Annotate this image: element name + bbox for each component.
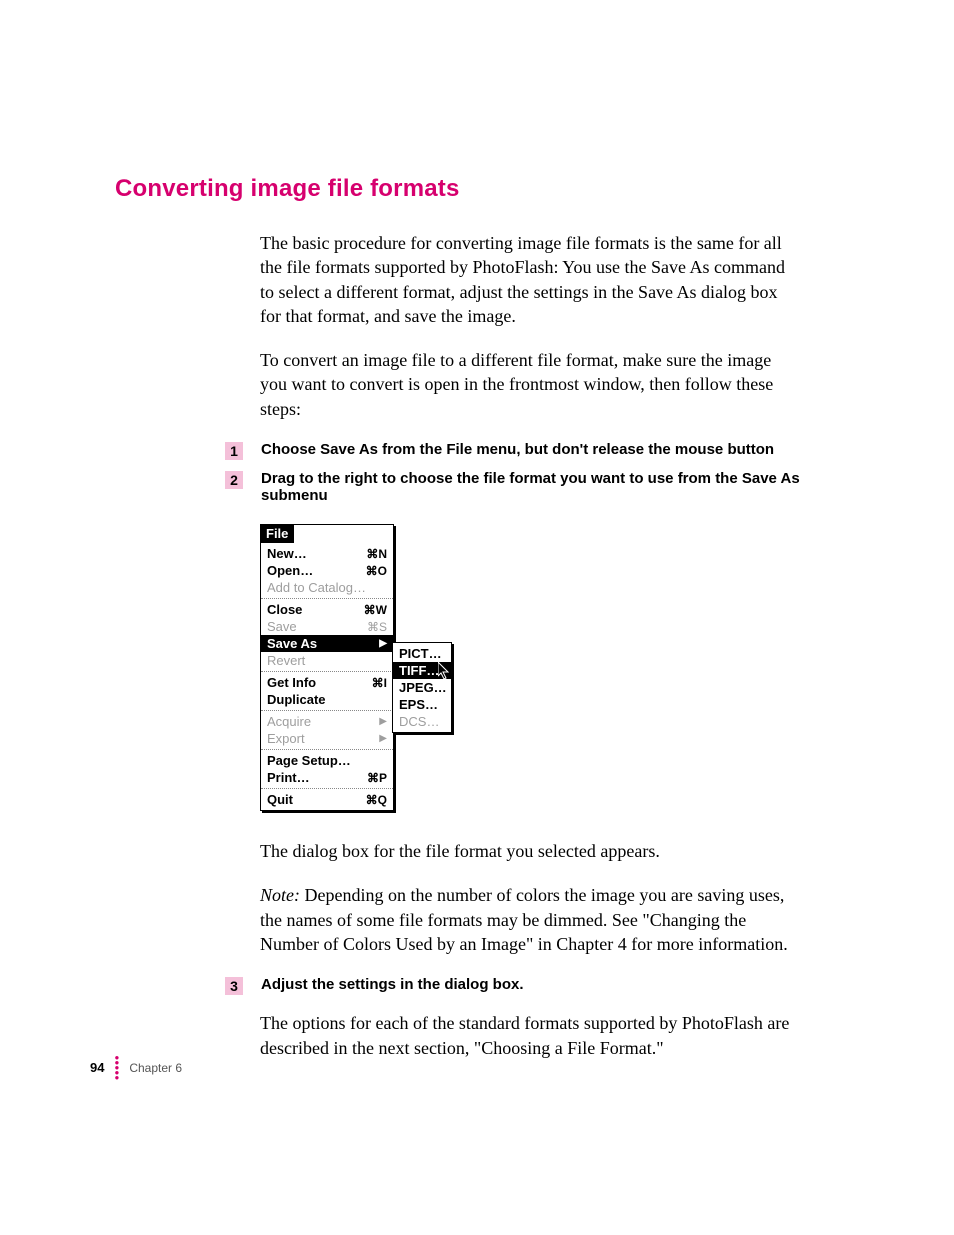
submenu-item-tiff[interactable]: TIFF…: [393, 662, 451, 679]
submenu-item-dcs: DCS…: [393, 713, 451, 730]
step-2-number: 2: [225, 471, 243, 489]
menu-section-2: Close ⌘W Save ⌘S Save As ▶ Revert: [261, 599, 393, 672]
menu-item-new[interactable]: New… ⌘N: [261, 545, 393, 562]
menu-item-page-setup[interactable]: Page Setup…: [261, 752, 393, 769]
file-menu-title: File: [260, 524, 294, 543]
file-menu: File New… ⌘N Open… ⌘O Add to Catalog… Cl…: [260, 524, 394, 811]
step-2-text: Drag to the right to choose the file for…: [261, 470, 821, 504]
step-1-number: 1: [225, 442, 243, 460]
step-3-number: 3: [225, 977, 243, 995]
menu-item-acquire: Acquire ▶: [261, 713, 393, 730]
submenu-item-pict[interactable]: PICT…: [393, 645, 451, 662]
page-footer: 94 ●●●●● Chapter 6: [90, 1055, 182, 1080]
section-heading: Converting image file formats: [115, 175, 829, 203]
save-as-submenu: PICT… TIFF… JPEG… EPS… DCS…: [392, 642, 452, 733]
menu-item-revert: Revert: [261, 652, 393, 669]
submenu-item-jpeg[interactable]: JPEG…: [393, 679, 451, 696]
menu-section-6: Quit ⌘Q: [261, 789, 393, 810]
paragraph-after-step3: The options for each of the standard for…: [260, 1011, 800, 1060]
submenu-item-eps[interactable]: EPS…: [393, 696, 451, 713]
chapter-label: Chapter 6: [129, 1061, 182, 1075]
menu-section-5: Page Setup… Print… ⌘P: [261, 750, 393, 789]
file-menu-screenshot: File New… ⌘N Open… ⌘O Add to Catalog… Cl…: [260, 524, 460, 811]
note-text: Depending on the number of colors the im…: [260, 885, 788, 954]
intro-paragraph-2: To convert an image file to a different …: [260, 348, 800, 421]
step-1: 1 Choose Save As from the File menu, but…: [115, 441, 829, 460]
menu-item-add-to-catalog: Add to Catalog…: [261, 579, 393, 596]
menu-item-get-info[interactable]: Get Info ⌘I: [261, 674, 393, 691]
step-2: 2 Drag to the right to choose the file f…: [115, 470, 829, 504]
paragraph-after-menu: The dialog box for the file format you s…: [260, 839, 800, 863]
step-3: 3 Adjust the settings in the dialog box.: [115, 976, 829, 995]
note-paragraph: Note: Depending on the number of colors …: [260, 883, 800, 956]
note-label: Note:: [260, 885, 300, 905]
submenu-arrow-icon: ▶: [379, 716, 387, 727]
page-number: 94: [90, 1060, 104, 1075]
step-3-text: Adjust the settings in the dialog box.: [261, 976, 524, 993]
menu-item-close[interactable]: Close ⌘W: [261, 601, 393, 618]
submenu-arrow-icon: ▶: [379, 638, 387, 649]
step-1-text: Choose Save As from the File menu, but d…: [261, 441, 774, 458]
menu-item-save-as[interactable]: Save As ▶: [261, 635, 393, 652]
menu-item-print[interactable]: Print… ⌘P: [261, 769, 393, 786]
intro-paragraph-1: The basic procedure for converting image…: [260, 231, 800, 328]
menu-item-export: Export ▶: [261, 730, 393, 747]
submenu-arrow-icon: ▶: [379, 733, 387, 744]
menu-item-save: Save ⌘S: [261, 618, 393, 635]
page: Converting image file formats The basic …: [0, 0, 954, 1235]
menu-section-1: New… ⌘N Open… ⌘O Add to Catalog…: [261, 543, 393, 599]
menu-item-quit[interactable]: Quit ⌘Q: [261, 791, 393, 808]
menu-section-4: Acquire ▶ Export ▶: [261, 711, 393, 750]
menu-section-3: Get Info ⌘I Duplicate: [261, 672, 393, 711]
menu-item-duplicate[interactable]: Duplicate: [261, 691, 393, 708]
footer-dots-icon: ●●●●●: [114, 1055, 119, 1080]
menu-item-open[interactable]: Open… ⌘O: [261, 562, 393, 579]
